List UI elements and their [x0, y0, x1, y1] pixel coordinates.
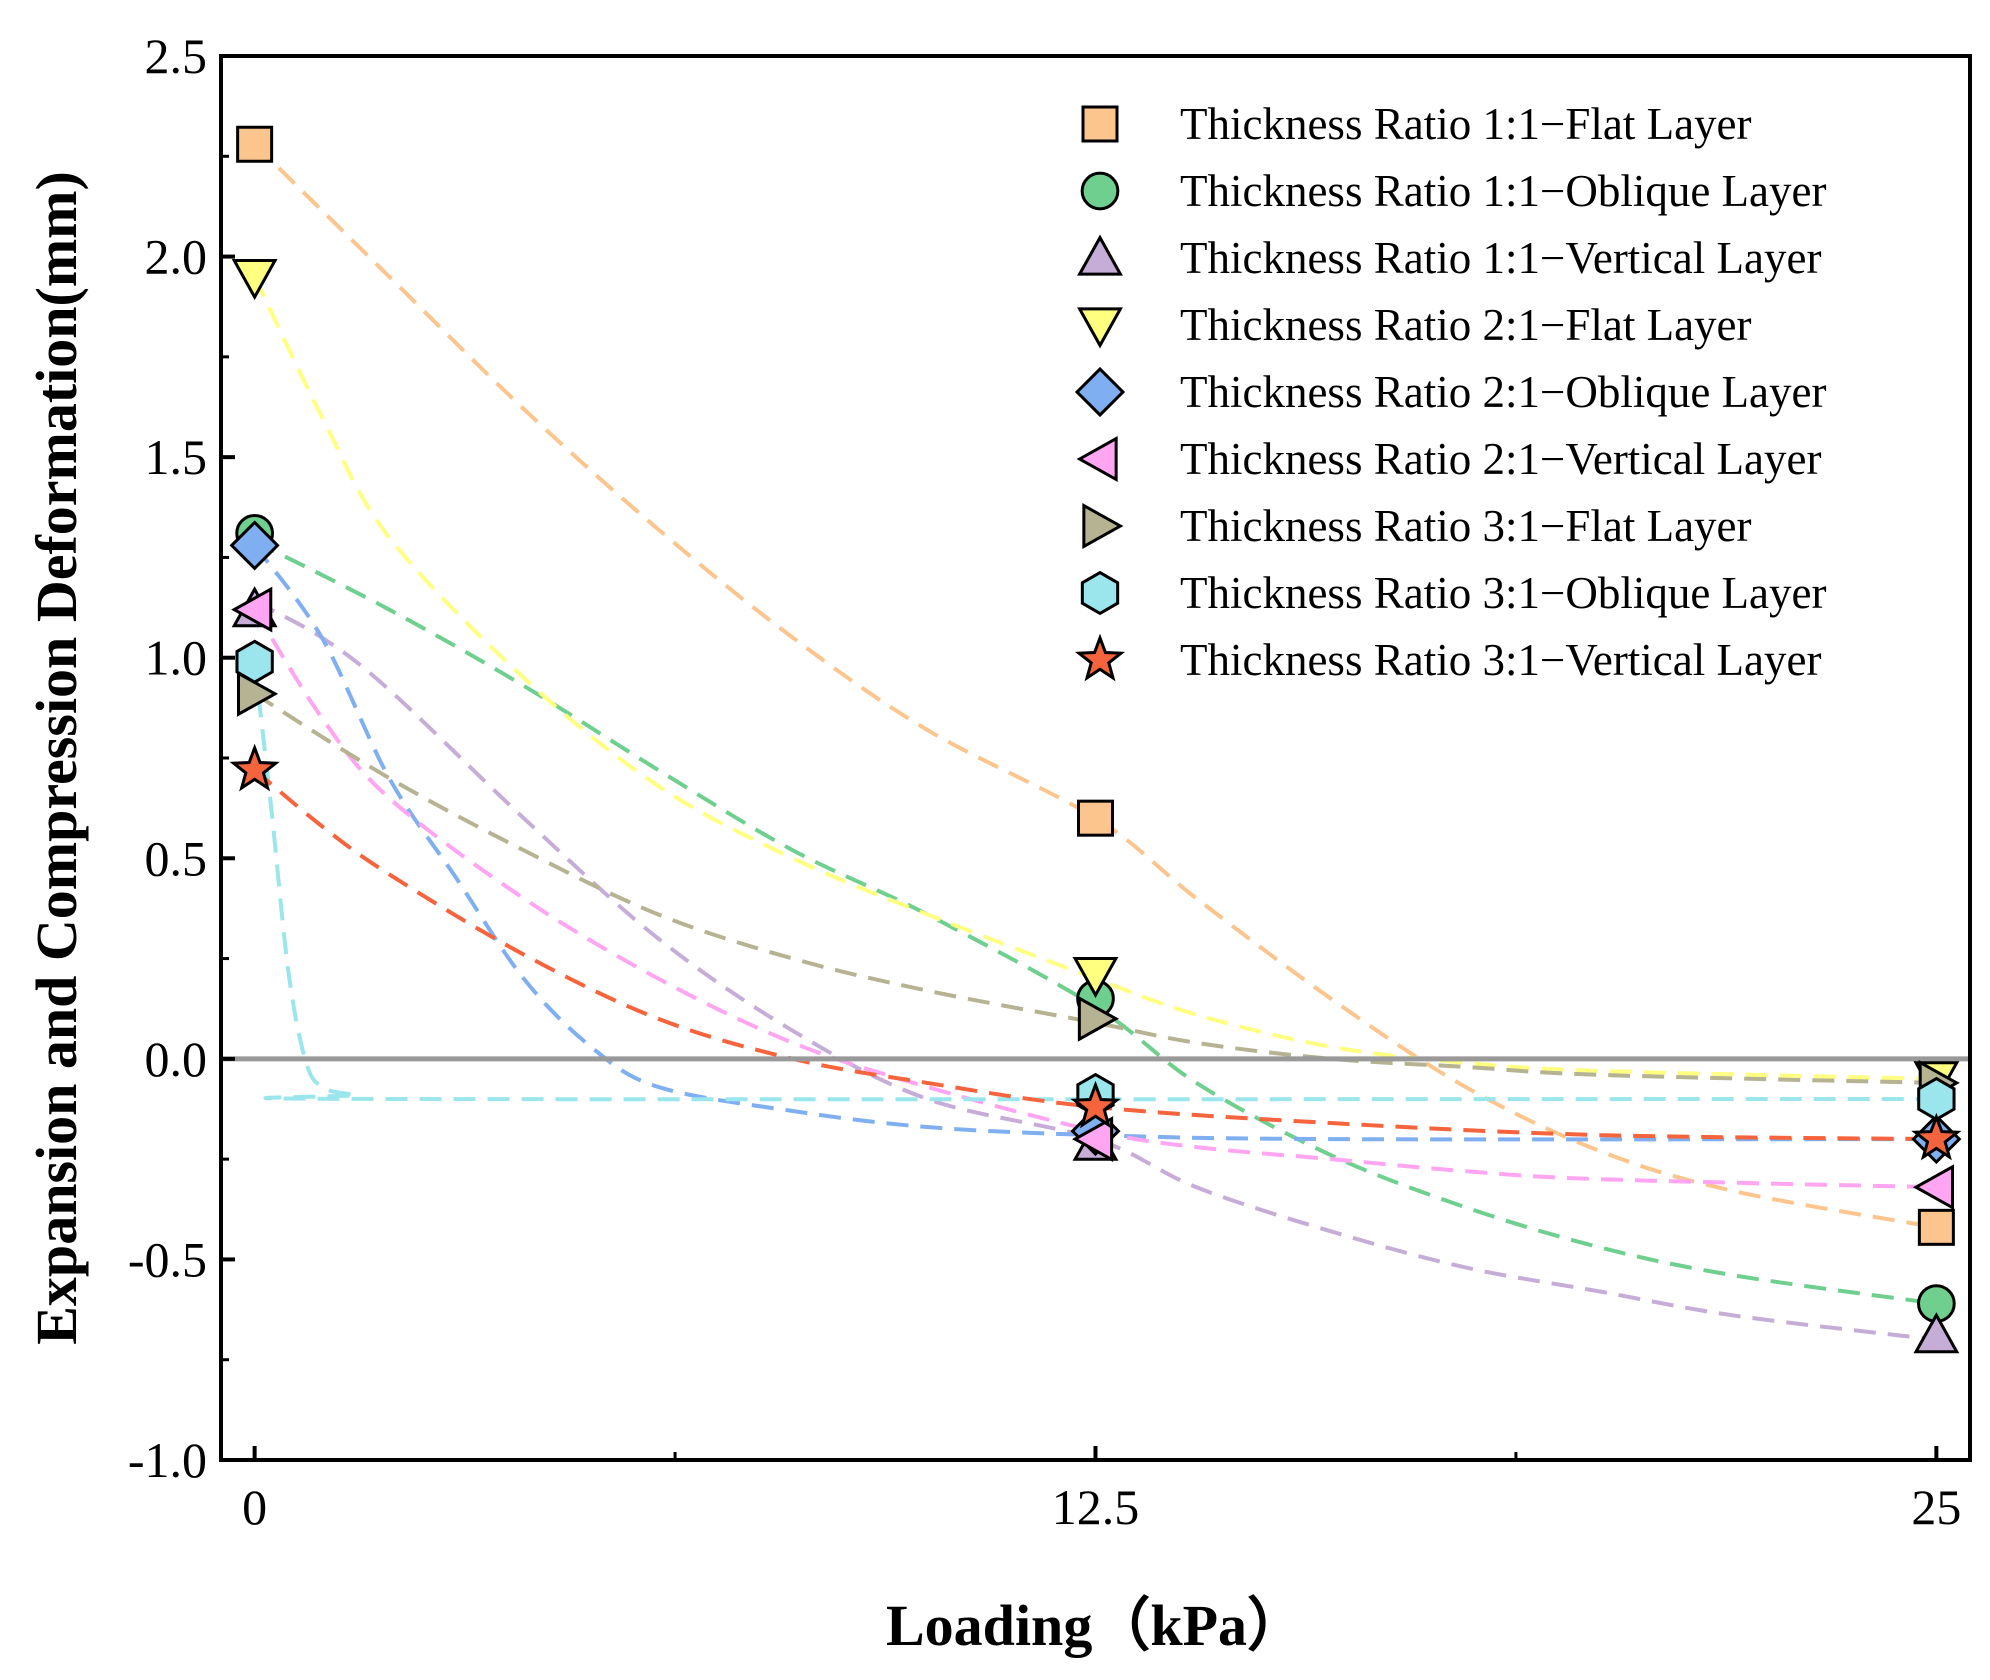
y-tick-label: -0.5 — [128, 1231, 207, 1287]
trend-line-thickness-ratio-2-1-flat-layer — [252, 275, 1937, 1081]
y-axis-title: Expansion and Compression Deformation(mm… — [24, 171, 89, 1345]
trend-line-thickness-ratio-1-1-vertical-layer — [253, 599, 1937, 1342]
y-tick-label: 2.5 — [145, 28, 208, 84]
x-axis-title: Loading（kPa） — [886, 1593, 1305, 1658]
legend-marker — [1076, 436, 1118, 482]
y-tick-label: 2.0 — [145, 229, 208, 285]
legend-marker — [1074, 633, 1126, 682]
legend: Thickness Ratio 1:1−Flat Layer Thickness … — [1074, 99, 1826, 685]
point-thickness-ratio-3-1-vertical-layer — [1911, 1112, 1962, 1161]
point-thickness-ratio-1-1-flat-layer — [236, 125, 274, 163]
legend-label: Thickness Ratio 1:1−Vertical Layer — [1180, 233, 1821, 283]
legend-marker — [1080, 171, 1120, 211]
trend-line-thickness-ratio-3-1-oblique-layer — [252, 661, 1937, 1102]
x-tick-label: 0 — [242, 1479, 267, 1535]
point-thickness-ratio-3-1-oblique-layer — [235, 639, 274, 684]
x-tick-label: 12.5 — [1052, 1479, 1140, 1535]
legend-marker — [1074, 366, 1126, 418]
point-thickness-ratio-1-1-vertical-layer — [1913, 1312, 1960, 1354]
y-tick-label: -1.0 — [128, 1432, 207, 1488]
trend-line-thickness-ratio-3-1-vertical-layer — [253, 768, 1937, 1142]
legend-label: Thickness Ratio 3:1−Oblique Layer — [1180, 568, 1826, 618]
legend-marker — [1081, 105, 1119, 143]
legend-label: Thickness Ratio 1:1−Flat Layer — [1180, 99, 1752, 149]
point-thickness-ratio-2-1-flat-layer — [1072, 956, 1119, 999]
point-thickness-ratio-2-1-vertical-layer — [231, 586, 273, 633]
trend-line-thickness-ratio-2-1-oblique-layer — [253, 544, 1937, 1142]
legend-label: Thickness Ratio 1:1−Oblique Layer — [1180, 166, 1826, 216]
legend-label: Thickness Ratio 2:1−Oblique Layer — [1180, 367, 1826, 417]
legend-marker — [1077, 307, 1123, 349]
point-thickness-ratio-1-1-flat-layer — [1077, 799, 1114, 837]
x-tick-label: 25 — [1911, 1479, 1961, 1535]
legend-marker — [1077, 234, 1123, 276]
axis-ticks: -1.0 -0.5 0.0 0.5 1.0 1.5 2.0 2.5 0 12.5 25 — [128, 28, 1962, 1535]
point-thickness-ratio-2-1-flat-layer — [231, 258, 278, 301]
point-thickness-ratio-3-1-vertical-layer — [229, 743, 280, 792]
y-tick-label: 0.0 — [145, 1031, 208, 1087]
legend-marker — [1080, 570, 1120, 616]
point-thickness-ratio-2-1-vertical-layer — [1912, 1164, 1955, 1211]
legend-label: Thickness Ratio 3:1−Vertical Layer — [1180, 635, 1821, 685]
point-thickness-ratio-3-1-flat-layer — [1077, 995, 1119, 1042]
data-points — [229, 125, 1962, 1354]
point-thickness-ratio-2-1-vertical-layer — [1072, 1116, 1114, 1163]
trend-line-thickness-ratio-3-1-flat-layer — [253, 692, 1937, 1085]
legend-marker — [1082, 503, 1124, 549]
point-thickness-ratio-3-1-vertical-layer — [1070, 1080, 1121, 1129]
trend-line-thickness-ratio-2-1-vertical-layer — [252, 608, 1937, 1190]
y-tick-label: 0.5 — [145, 830, 208, 886]
legend-label: Thickness Ratio 2:1−Flat Layer — [1180, 300, 1752, 350]
point-thickness-ratio-1-1-flat-layer — [1917, 1208, 1955, 1246]
y-tick-label: 1.5 — [145, 429, 208, 485]
y-tick-label: 1.0 — [145, 630, 208, 686]
point-thickness-ratio-2-1-oblique-layer — [229, 520, 280, 571]
legend-label: Thickness Ratio 3:1−Flat Layer — [1180, 501, 1752, 551]
point-thickness-ratio-3-1-flat-layer — [236, 670, 279, 717]
legend-label: Thickness Ratio 2:1−Vertical Layer — [1180, 434, 1821, 484]
